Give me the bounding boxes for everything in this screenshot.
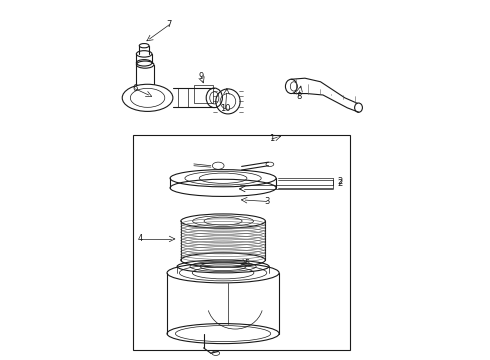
- Text: 9: 9: [198, 72, 204, 81]
- Text: 4: 4: [138, 234, 143, 243]
- Text: 5: 5: [245, 260, 250, 269]
- Text: 3: 3: [264, 197, 270, 206]
- Text: 2: 2: [338, 177, 343, 186]
- Text: 7: 7: [167, 20, 172, 29]
- Bar: [133, 135, 350, 350]
- Text: 8: 8: [296, 91, 301, 100]
- Text: 2: 2: [338, 179, 343, 188]
- Text: 1: 1: [269, 134, 274, 143]
- Text: 10: 10: [220, 104, 231, 113]
- Text: 6: 6: [133, 84, 138, 93]
- Bar: [195, 85, 213, 103]
